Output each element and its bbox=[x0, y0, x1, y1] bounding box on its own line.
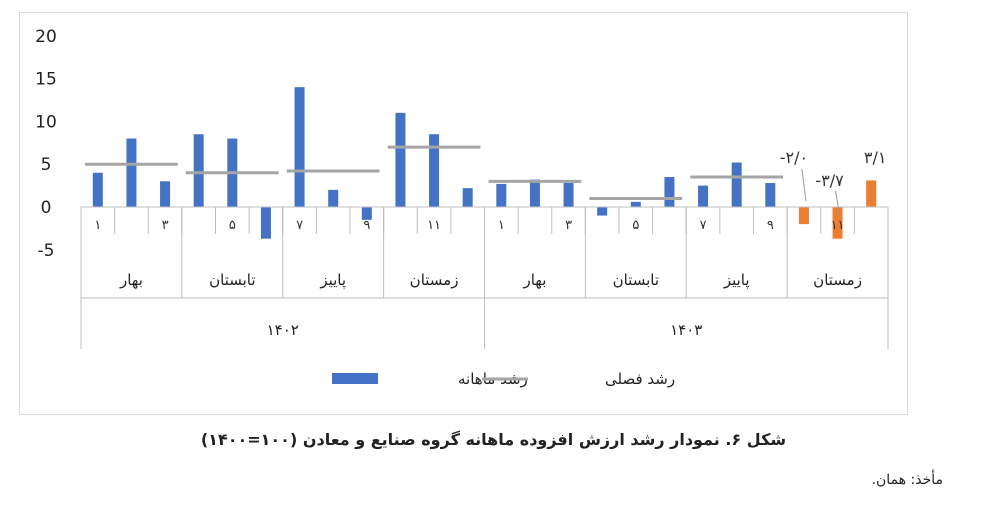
bar bbox=[529, 179, 540, 207]
season-label: بهار bbox=[119, 271, 143, 289]
month-label: ۵ bbox=[632, 218, 639, 233]
data-label-leader bbox=[835, 190, 841, 216]
bar bbox=[294, 87, 305, 207]
season-label: زمستان bbox=[813, 271, 862, 289]
bar bbox=[630, 201, 641, 207]
month-label: ۱ bbox=[498, 218, 505, 233]
bar bbox=[563, 183, 574, 207]
month-label: ۹ bbox=[767, 218, 774, 233]
month-label: ۷ bbox=[296, 218, 303, 233]
data-label: -۳/۷ bbox=[815, 171, 844, 190]
bar bbox=[429, 134, 440, 207]
month-label: ۹ bbox=[363, 218, 370, 233]
year-label: ۱۴۰۳ bbox=[670, 321, 702, 339]
season-label: بهار bbox=[522, 271, 546, 289]
bar bbox=[462, 188, 473, 207]
source-note: مأخذ: همان. bbox=[871, 472, 943, 488]
bar bbox=[698, 185, 709, 207]
legend-seasonal-label: رشد فصلی bbox=[605, 370, 675, 388]
bar bbox=[496, 183, 507, 207]
bar bbox=[798, 207, 809, 225]
month-label: ۷ bbox=[700, 218, 707, 233]
figure-caption: شکل ۶. نمودار رشد ارزش افزوده ماهانه گرو… bbox=[200, 430, 787, 449]
bar bbox=[832, 207, 843, 239]
season-label: زمستان bbox=[410, 271, 459, 289]
bar bbox=[395, 112, 406, 207]
data-label: ۳/۱ bbox=[864, 148, 887, 167]
bar bbox=[597, 207, 608, 216]
year-label: ۱۴۰۲ bbox=[267, 321, 299, 339]
bar bbox=[193, 134, 204, 207]
bar bbox=[765, 183, 776, 207]
month-label: ۳ bbox=[162, 218, 169, 233]
season-label: تابستان bbox=[209, 271, 255, 289]
y-tick-label: -5 bbox=[38, 241, 55, 261]
y-tick-label: 0 bbox=[41, 198, 52, 218]
bar bbox=[260, 207, 271, 239]
bar bbox=[126, 138, 137, 207]
y-tick-label: 15 bbox=[35, 70, 57, 90]
month-label: ۵ bbox=[229, 218, 236, 233]
y-tick-label: 5 bbox=[41, 155, 52, 175]
y-tick-label: 10 bbox=[35, 112, 57, 132]
bar bbox=[160, 181, 171, 207]
data-label: -۲/۰ bbox=[780, 148, 808, 167]
bar bbox=[664, 177, 675, 207]
season-label: تابستان bbox=[613, 271, 659, 289]
bar bbox=[92, 172, 103, 207]
y-tick-label: 20 bbox=[35, 27, 57, 47]
bar bbox=[866, 180, 877, 207]
month-label: ۱۱ bbox=[427, 218, 441, 233]
season-label: پاییز bbox=[723, 271, 750, 290]
bar bbox=[328, 189, 339, 207]
bar bbox=[731, 162, 742, 207]
month-label: ۱۱ bbox=[831, 218, 845, 233]
month-label: ۳ bbox=[565, 218, 572, 233]
season-label: پاییز bbox=[319, 271, 346, 290]
bar bbox=[361, 207, 372, 220]
chart-frame: 20 15 10 5 0 -5 ۱ ۳ ۵ ۷ ۹ ۱۱ ۱ ۳ ۵ ۷ ۹ ۱۱ -۲/۰ -۳/۷ ۳/۱ به… bbox=[19, 12, 908, 415]
legend-monthly-swatch bbox=[332, 373, 378, 384]
month-label: ۱ bbox=[94, 218, 101, 233]
data-label-leader bbox=[801, 168, 807, 202]
